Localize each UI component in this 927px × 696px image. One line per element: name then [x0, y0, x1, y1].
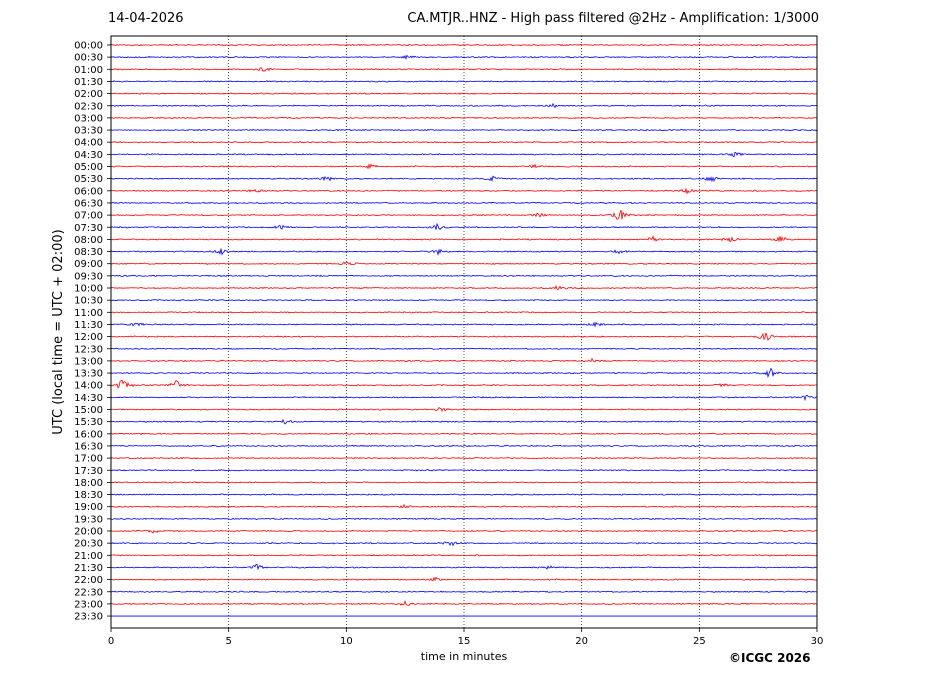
trace-1900 [110, 503, 818, 509]
x-tick-label: 20 [575, 636, 588, 647]
y-tick-label: 09:00 [74, 259, 103, 270]
trace-1630 [110, 444, 818, 448]
trace-0730 [110, 222, 818, 230]
y-tick-label: 23:30 [74, 612, 103, 623]
y-tick-label: 01:00 [74, 65, 103, 76]
y-tick-label: 11:30 [74, 320, 103, 331]
x-tick-label: 25 [693, 636, 706, 647]
y-tick-label: 04:00 [74, 138, 103, 149]
trace-1730 [110, 469, 818, 472]
y-tick-label: 20:30 [74, 539, 103, 550]
y-tick-label: 05:00 [74, 162, 103, 173]
vertical-grid [228, 36, 700, 628]
trace-1500 [110, 406, 818, 413]
y-tick-label: 08:30 [74, 247, 103, 258]
x-axis-ticks: 0 5 10 15 20 25 30 [108, 628, 824, 647]
y-tick-label: 16:30 [74, 441, 103, 452]
trace-0700 [110, 209, 818, 220]
y-tick-label: 21:30 [74, 563, 103, 574]
x-tick-label: 0 [108, 636, 114, 647]
y-tick-label: 12:30 [74, 344, 103, 355]
y-tick-label: 15:00 [74, 405, 103, 416]
plot-frame [110, 35, 818, 629]
y-tick-label: 00:00 [74, 41, 103, 52]
y-tick-label: 21:00 [74, 551, 103, 562]
x-axis-label: time in minutes [421, 650, 508, 663]
y-tick-label: 19:00 [74, 502, 103, 513]
y-tick-label: 14:00 [74, 381, 103, 392]
y-tick-label: 06:30 [74, 198, 103, 209]
trace-1530 [110, 418, 818, 425]
trace-0630 [110, 201, 818, 205]
trace-0930 [110, 274, 818, 278]
trace-0600 [110, 187, 818, 195]
y-tick-label: 03:30 [74, 126, 103, 137]
y-tick-label: 05:30 [74, 174, 103, 185]
y-tick-label: 19:30 [74, 514, 103, 525]
x-tick-label: 10 [340, 636, 353, 647]
y-tick-label: 00:30 [74, 53, 103, 64]
x-tick-label: 5 [225, 636, 231, 647]
trace-0530 [110, 175, 818, 183]
trace-2200 [110, 576, 818, 582]
y-tick-label: 14:30 [74, 393, 103, 404]
date-label: 14-04-2026 [108, 11, 184, 26]
y-tick-label: 22:30 [74, 587, 103, 598]
y-tick-label: 23:00 [74, 599, 103, 610]
y-tick-label: 08:00 [74, 235, 103, 246]
trace-0430 [110, 151, 818, 158]
trace-1400 [110, 379, 818, 389]
y-tick-label: 18:30 [74, 490, 103, 501]
y-tick-label: 09:30 [74, 271, 103, 282]
y-tick-label: 15:30 [74, 417, 103, 428]
trace-1700 [110, 456, 818, 460]
y-tick-label: 13:00 [74, 356, 103, 367]
y-tick-label: 10:30 [74, 296, 103, 307]
y-tick-label: 17:30 [74, 466, 103, 477]
y-axis-label: UTC (local time = UTC + 02:00) [51, 229, 66, 434]
y-tick-label: 18:00 [74, 478, 103, 489]
y-tick-label: 17:00 [74, 454, 103, 465]
copyright-label: ©ICGC 2026 [729, 651, 811, 665]
trace-0500 [110, 163, 818, 170]
y-tick-label: 06:00 [74, 186, 103, 197]
y-tick-label: 22:00 [74, 575, 103, 586]
x-tick-label: 30 [811, 636, 824, 647]
y-tick-label: 04:30 [74, 150, 103, 161]
trace-1000 [110, 285, 818, 291]
chart-title: CA.MTJR..HNZ - High pass filtered @2Hz -… [407, 11, 819, 26]
y-tick-label: 01:30 [74, 77, 103, 88]
y-tick-label: 12:00 [74, 332, 103, 343]
y-tick-label: 13:30 [74, 369, 103, 380]
y-tick-label: 02:00 [74, 89, 103, 100]
trace-2000 [110, 529, 818, 534]
trace-1600 [110, 432, 818, 436]
y-tick-label: 02:30 [74, 101, 103, 112]
y-tick-label: 20:00 [74, 527, 103, 538]
y-tick-label: 03:00 [74, 113, 103, 124]
y-tick-label: 11:00 [74, 308, 103, 319]
x-tick-label: 15 [458, 636, 471, 647]
y-tick-label: 07:30 [74, 223, 103, 234]
y-tick-label: 07:00 [74, 211, 103, 222]
trace-1830 [110, 493, 818, 496]
trace-2130 [110, 563, 817, 571]
trace-1800 [110, 481, 818, 484]
y-tick-label: 10:00 [74, 284, 103, 295]
trace-0800 [110, 235, 818, 243]
y-tick-label: 16:00 [74, 429, 103, 440]
